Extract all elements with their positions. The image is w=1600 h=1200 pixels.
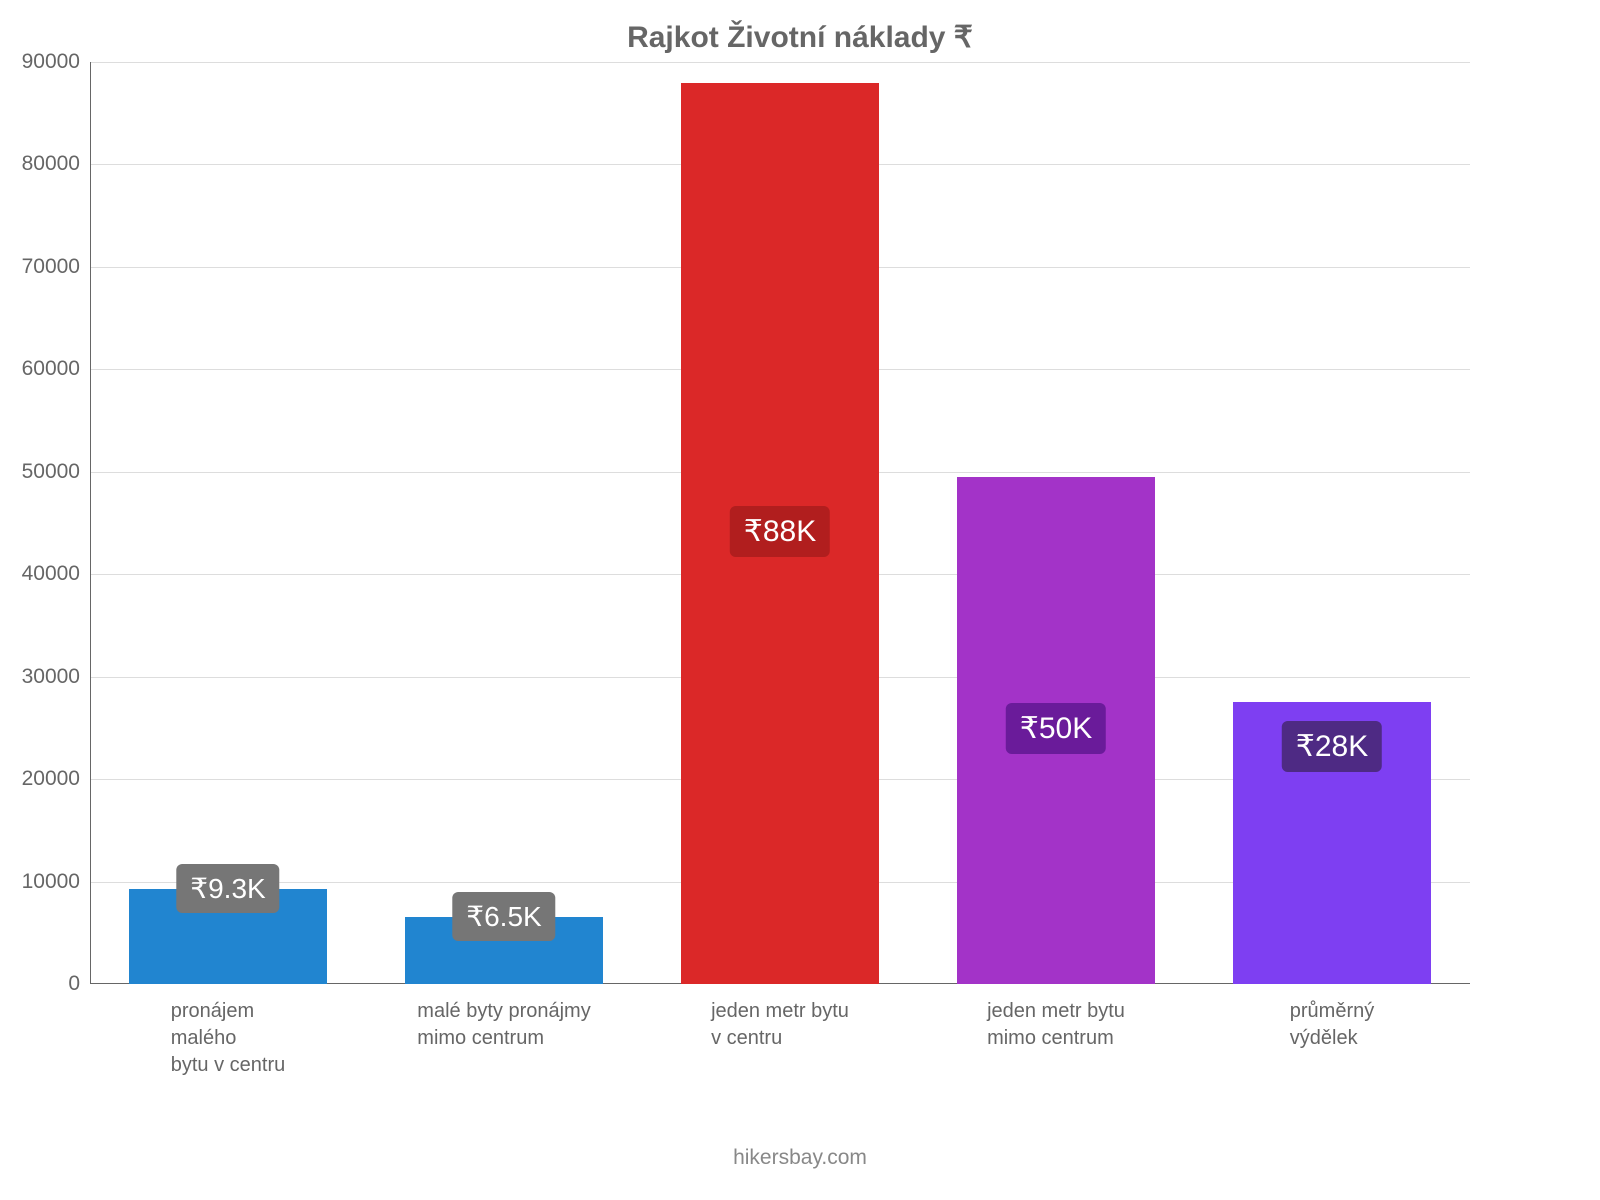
bar-slot: ₹28K xyxy=(1194,62,1470,984)
bar: ₹9.3K xyxy=(129,889,328,984)
y-tick-label: 10000 xyxy=(0,870,80,894)
y-tick-label: 60000 xyxy=(0,357,80,381)
x-tick-label: průměrný výdělek xyxy=(1290,998,1374,1079)
bar: ₹88K xyxy=(681,83,880,985)
x-tick-label: jeden metr bytu mimo centrum xyxy=(987,998,1125,1079)
bars-container: ₹9.3K ₹6.5K ₹88K ₹50K ₹28K xyxy=(90,62,1470,984)
bar-slot: ₹88K xyxy=(642,62,918,984)
chart-title: Rajkot Životní náklady ₹ xyxy=(0,20,1600,55)
bar: ₹50K xyxy=(957,477,1156,984)
chart-footer: hikersbay.com xyxy=(0,1146,1600,1170)
bar-slot: ₹9.3K xyxy=(90,62,366,984)
x-label-slot: jeden metr bytu mimo centrum xyxy=(918,998,1194,1079)
bar: ₹28K xyxy=(1233,702,1432,984)
bar-value-label: ₹6.5K xyxy=(452,892,555,941)
x-tick-label: jeden metr bytu v centru xyxy=(711,998,849,1079)
x-label-slot: malé byty pronájmy mimo centrum xyxy=(366,998,642,1079)
bar-slot: ₹50K xyxy=(918,62,1194,984)
bar-slot: ₹6.5K xyxy=(366,62,642,984)
x-labels: pronájem malého bytu v centru malé byty p… xyxy=(90,998,1470,1079)
x-label-slot: jeden metr bytu v centru xyxy=(642,998,918,1079)
bar-value-label: ₹9.3K xyxy=(176,864,279,913)
x-label-slot: průměrný výdělek xyxy=(1194,998,1470,1079)
plot-area: ₹9.3K ₹6.5K ₹88K ₹50K ₹28K xyxy=(90,62,1470,984)
y-tick-label: 20000 xyxy=(0,767,80,791)
x-tick-label: pronájem malého bytu v centru xyxy=(171,998,286,1079)
bar-value-label: ₹28K xyxy=(1282,721,1382,772)
y-tick-label: 0 xyxy=(0,972,80,996)
y-tick-label: 90000 xyxy=(0,50,80,74)
x-tick-label: malé byty pronájmy mimo centrum xyxy=(417,998,590,1079)
bar-value-label: ₹88K xyxy=(730,506,830,557)
y-tick-label: 80000 xyxy=(0,152,80,176)
y-tick-label: 30000 xyxy=(0,665,80,689)
y-tick-label: 50000 xyxy=(0,460,80,484)
y-tick-label: 70000 xyxy=(0,255,80,279)
bar: ₹6.5K xyxy=(405,917,604,984)
x-label-slot: pronájem malého bytu v centru xyxy=(90,998,366,1079)
cost-of-living-bar-chart: Rajkot Životní náklady ₹ ₹9.3K ₹6.5K ₹88K ₹5… xyxy=(0,0,1600,1200)
y-tick-label: 40000 xyxy=(0,562,80,586)
bar-value-label: ₹50K xyxy=(1006,703,1106,754)
